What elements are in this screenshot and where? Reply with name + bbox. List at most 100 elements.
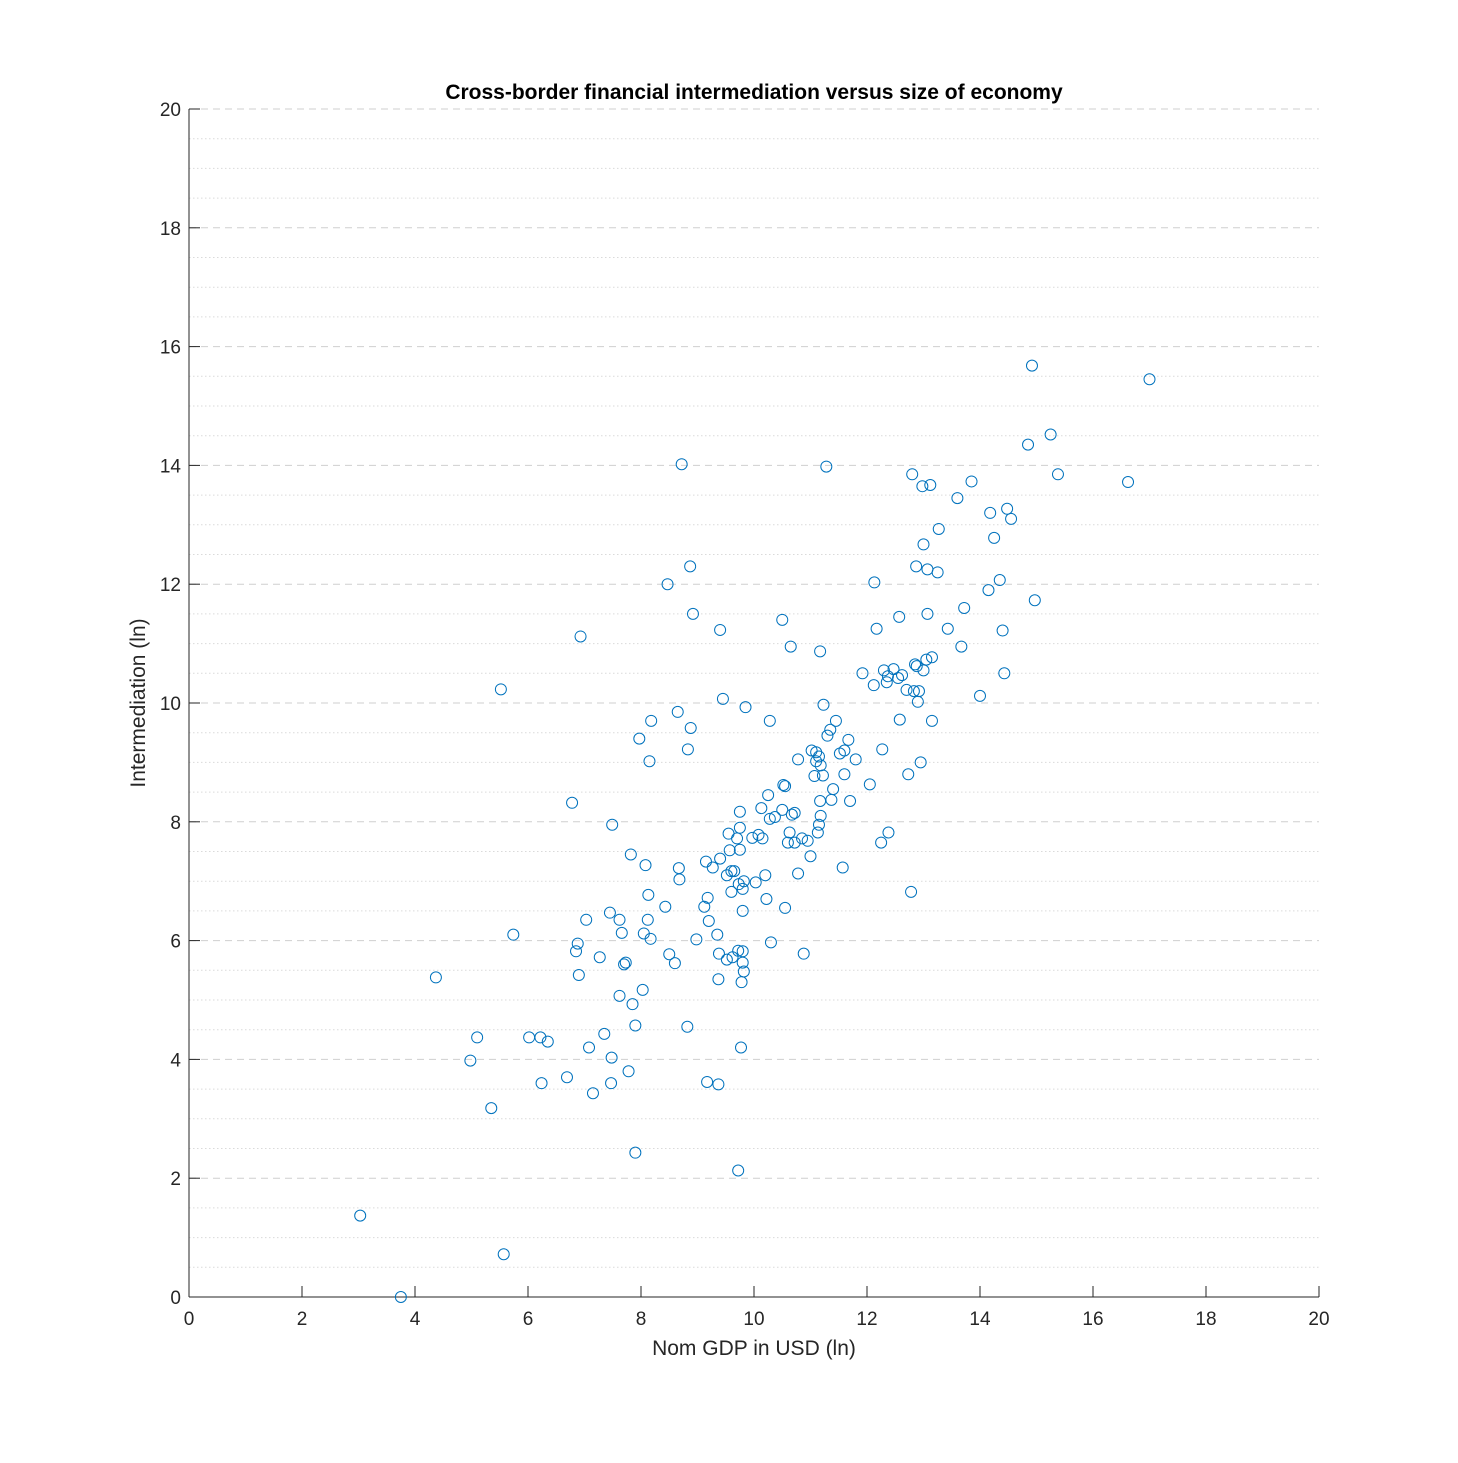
data-point (723, 844, 736, 857)
data-point (746, 831, 759, 844)
data-point (921, 563, 934, 576)
data-point (814, 795, 827, 808)
data-point (732, 1164, 745, 1177)
data-point (911, 695, 924, 708)
data-point (637, 927, 650, 940)
x-tick-label: 6 (523, 1309, 534, 1330)
data-point (661, 578, 674, 591)
data-point (893, 610, 906, 623)
y-tick-label: 10 (160, 694, 181, 715)
x-axis-label: Nom GDP in USD (ln) (652, 1337, 856, 1360)
data-point (875, 836, 888, 849)
data-point (618, 958, 631, 971)
data-point (354, 1209, 367, 1222)
data-point (812, 818, 825, 831)
data-point (541, 1035, 554, 1048)
data-point (788, 806, 801, 819)
data-point (690, 933, 703, 946)
data-point (756, 832, 769, 845)
data-point (965, 475, 978, 488)
data-point (924, 479, 937, 492)
data-point (825, 793, 838, 806)
data-point (925, 714, 938, 727)
data-point (931, 566, 944, 579)
data-point (394, 1291, 407, 1303)
data-point (672, 862, 685, 875)
data-point (699, 855, 712, 868)
data-point (863, 778, 876, 791)
data-point (844, 795, 857, 808)
data-points (354, 359, 1156, 1303)
data-point (626, 998, 639, 1011)
data-point (921, 607, 934, 620)
data-point (914, 756, 927, 769)
y-tick-label: 14 (160, 456, 182, 477)
data-point (759, 869, 772, 882)
data-point (1051, 468, 1064, 481)
chart-title: Cross-border financial intermediation ve… (445, 81, 1063, 104)
y-tick-label: 18 (160, 219, 181, 240)
data-point (779, 780, 792, 793)
data-point (817, 698, 830, 711)
y-tick-label: 2 (170, 1169, 181, 1190)
data-point (910, 560, 923, 573)
data-point (733, 805, 746, 818)
data-point (471, 1031, 484, 1044)
data-point (681, 743, 694, 756)
data-point (629, 1146, 642, 1159)
data-point (733, 843, 746, 856)
data-point (932, 522, 945, 535)
data-point (570, 945, 583, 958)
data-point (1143, 373, 1156, 386)
data-point (749, 876, 762, 889)
data-point (776, 803, 789, 816)
data-point (507, 928, 520, 941)
data-point (958, 601, 971, 614)
data-point (535, 1077, 548, 1090)
data-point (896, 669, 909, 682)
data-point (673, 873, 686, 886)
data-point (636, 983, 649, 996)
data-point (684, 560, 697, 573)
data-point (816, 769, 829, 782)
data-point (605, 1051, 618, 1064)
data-point (659, 900, 672, 913)
data-point (893, 713, 906, 726)
data-point (1044, 428, 1057, 441)
data-point (663, 948, 676, 961)
x-tick-label: 10 (743, 1309, 764, 1330)
data-point (836, 861, 849, 874)
data-point (728, 865, 741, 878)
data-point (910, 660, 923, 673)
data-point (736, 882, 749, 895)
data-point (955, 640, 968, 653)
data-point (622, 1065, 635, 1078)
data-point (583, 1041, 596, 1054)
data-point (892, 672, 905, 685)
data-point (941, 622, 954, 635)
data-point (917, 538, 930, 551)
data-point (752, 828, 765, 841)
data-point (725, 885, 738, 898)
data-point (925, 651, 938, 664)
data-point (812, 750, 825, 763)
data-point (737, 875, 750, 888)
data-point (644, 932, 657, 945)
data-point (1001, 502, 1014, 515)
data-point (755, 802, 768, 815)
data-point (605, 1077, 618, 1090)
data-point (882, 826, 895, 839)
data-point (912, 685, 925, 698)
data-point (485, 1102, 498, 1115)
data-point (716, 692, 729, 705)
data-point (804, 850, 817, 863)
tick-labels: 0 2 4 6 8 10 12 14 16 18 20 0 2 4 6 8 10 12 14 16 18 20 (160, 100, 1330, 1330)
data-point (951, 492, 964, 505)
data-point (829, 714, 842, 727)
x-tick-label: 0 (184, 1309, 195, 1330)
data-point (849, 753, 862, 766)
data-point (613, 989, 626, 1002)
data-point (735, 1041, 748, 1054)
data-point (624, 848, 637, 861)
y-tick-label: 16 (160, 338, 181, 359)
